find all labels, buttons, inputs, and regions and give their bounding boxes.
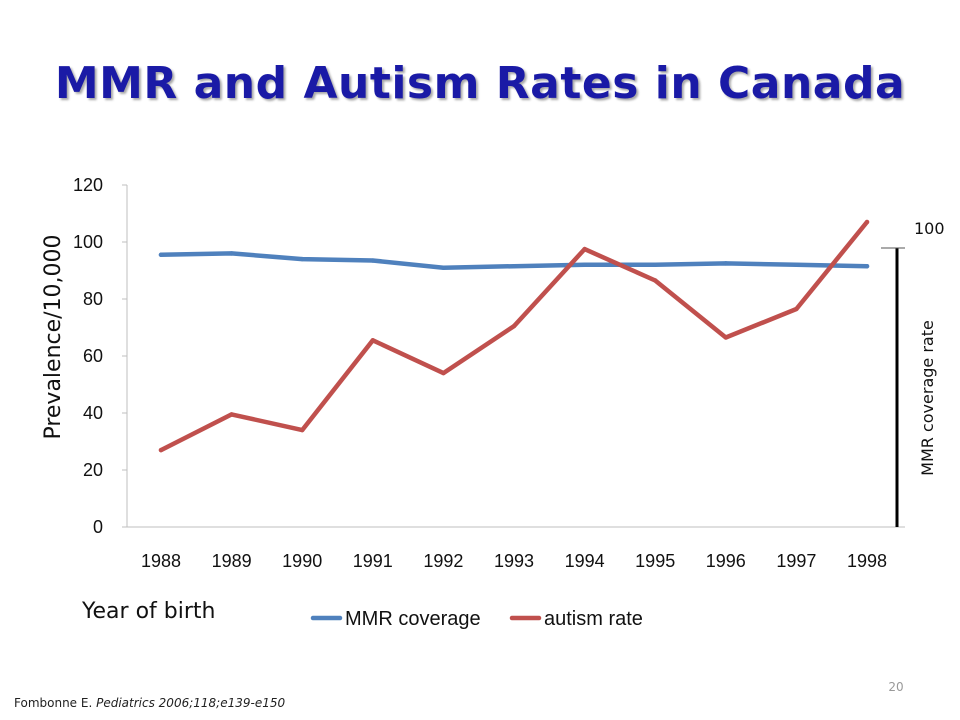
x-tick-label: 1996	[706, 551, 746, 571]
data-point	[300, 427, 305, 433]
data-point	[653, 262, 658, 267]
data-point	[370, 338, 375, 343]
series-layer	[158, 219, 870, 453]
x-tick-label: 1997	[776, 551, 816, 571]
data-point	[582, 262, 587, 267]
data-point	[864, 264, 870, 269]
x-tick-label: 1993	[494, 551, 534, 571]
data-point	[511, 323, 517, 329]
data-point	[229, 251, 234, 256]
data-point	[723, 335, 728, 340]
y-axis-title: Prevalence/10,000	[41, 234, 66, 439]
data-point	[229, 412, 234, 417]
legend-label: autism rate	[544, 608, 643, 630]
secondary-axis-max-label: 100	[914, 219, 945, 238]
data-point	[511, 264, 517, 269]
slide-title: MMR and Autism Rates in Canada	[54, 58, 906, 109]
data-point	[582, 246, 587, 252]
data-point	[441, 370, 446, 376]
y-tick-label: 80	[83, 289, 103, 309]
x-tick-label: 1992	[423, 551, 463, 571]
series-mmr-coverage	[158, 251, 870, 270]
x-tick-label: 1988	[141, 551, 181, 571]
data-point	[723, 261, 728, 266]
series-autism-rate	[158, 219, 870, 453]
y-tick-label: 40	[83, 403, 103, 423]
x-tick-label: 1995	[635, 551, 675, 571]
y-tick-label: 60	[83, 346, 103, 366]
data-point	[370, 258, 375, 263]
x-tick-label: 1989	[212, 551, 252, 571]
x-axis-title: Year of birth	[81, 599, 215, 624]
citation-author: Fombonne E.	[14, 696, 93, 710]
data-point	[794, 306, 799, 312]
data-point	[794, 262, 799, 267]
x-tick-label: 1991	[353, 551, 393, 571]
data-point	[158, 252, 164, 258]
x-tick-label: 1990	[282, 551, 322, 571]
x-tick-label: 1994	[565, 551, 605, 571]
citation: Fombonne E. Pediatrics 2006;118;e139-e15…	[14, 696, 285, 710]
citation-reference: Pediatrics 2006;118;e139-e150	[96, 696, 286, 710]
y-tick-label: 0	[93, 517, 103, 537]
data-point	[653, 278, 658, 283]
y-axis: 0 20 40 60 80 100 120	[73, 175, 128, 537]
line-chart: 0 20 40 60 80 100 120 1988 1989 1990 1991 1992 1993…	[41, 175, 945, 630]
legend-label: MMR coverage	[345, 608, 481, 630]
x-tick-label: 1998	[847, 551, 887, 571]
secondary-axis: 100 MMR coverage rate	[881, 219, 945, 527]
x-axis: 1988 1989 1990 1991 1992 1993 1994 1995 1996 1997…	[127, 526, 905, 571]
y-tick-label: 20	[83, 460, 103, 480]
legend: MMR coverage autism rate	[310, 608, 643, 630]
page-number: 20	[888, 680, 904, 694]
data-point	[441, 265, 446, 270]
data-point	[864, 219, 870, 225]
data-point	[300, 256, 305, 262]
secondary-axis-title: MMR coverage rate	[918, 320, 937, 476]
y-tick-label: 100	[73, 232, 103, 252]
data-point	[158, 447, 164, 453]
y-tick-label: 120	[73, 175, 103, 195]
